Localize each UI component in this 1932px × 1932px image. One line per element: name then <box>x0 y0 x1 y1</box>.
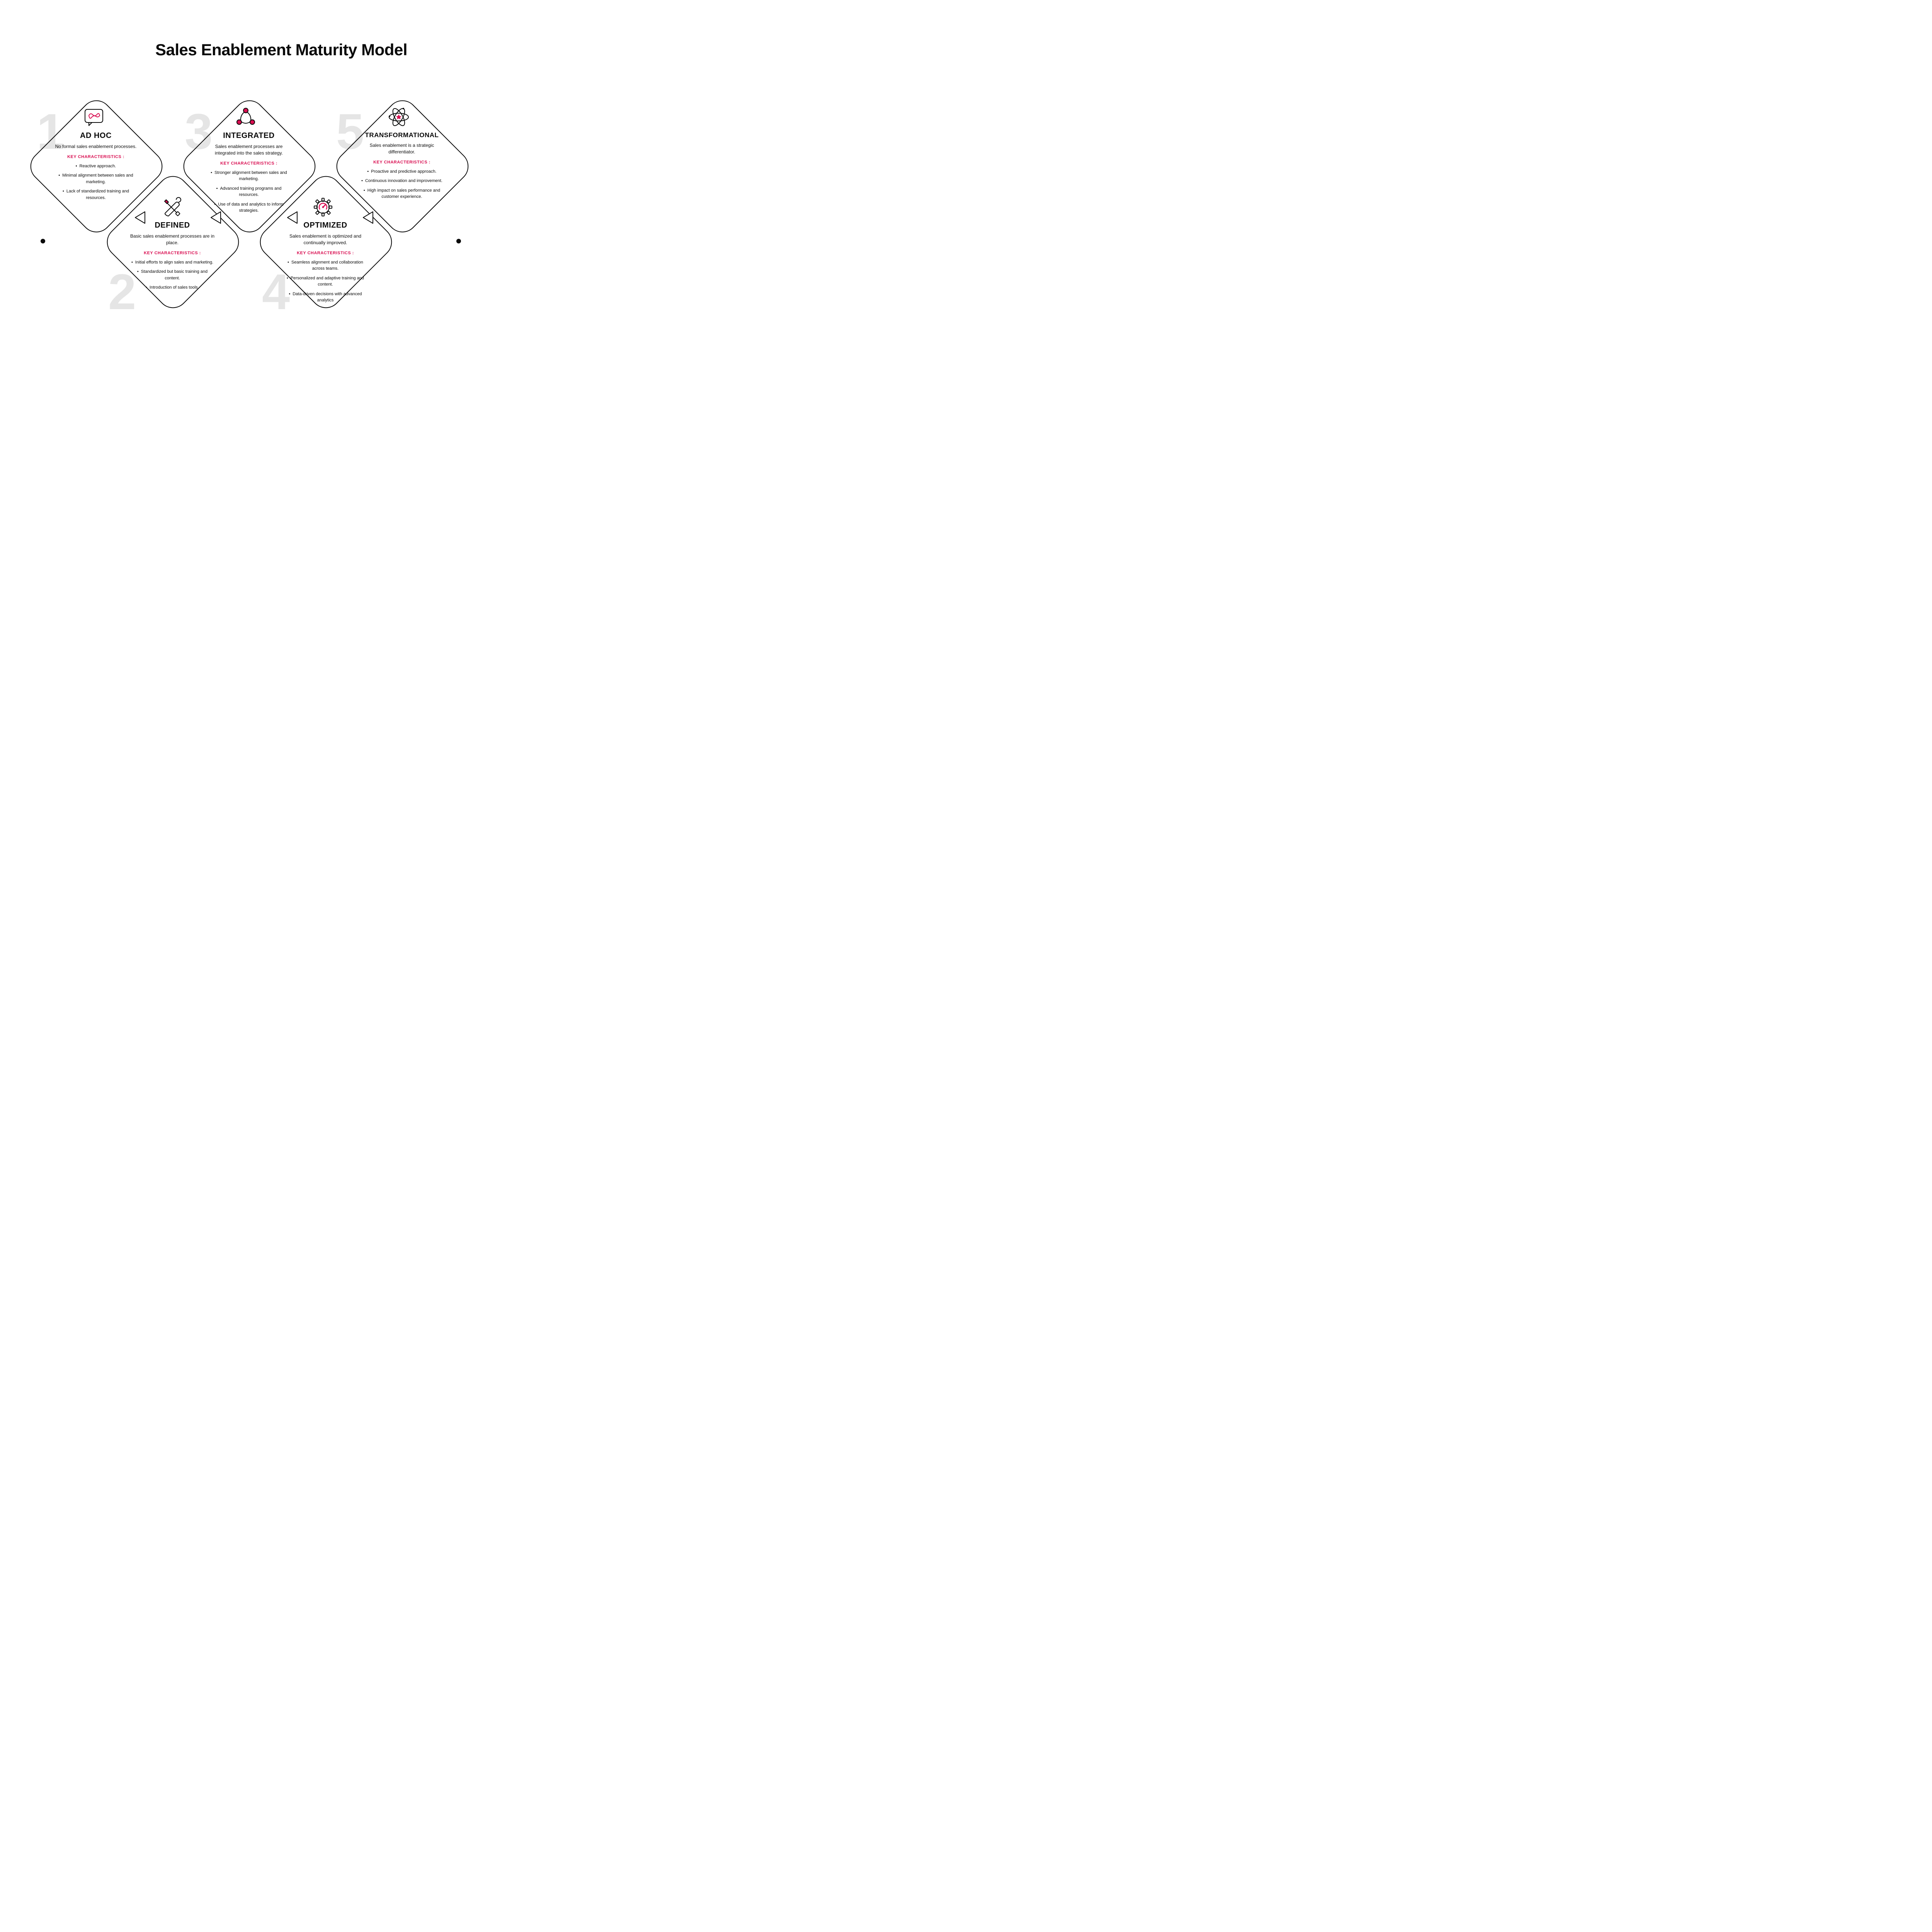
stage-content-2: DEFINED Basic sales enablement processes… <box>122 221 223 294</box>
stage-title: OPTIMIZED <box>275 221 376 230</box>
stage-title: INTEGRATED <box>199 131 299 140</box>
bullet: Standardized but basic training and cont… <box>130 269 215 281</box>
stage-desc: No formal sales enablement processes. <box>46 143 146 150</box>
stage-content-1: AD HOC No formal sales enablement proces… <box>46 131 146 204</box>
bullet: Continuous innovation and improvement. <box>359 178 444 184</box>
bullet: Stronger alignment between sales and mar… <box>206 170 291 182</box>
bullet-list: Proactive and predictive approach. Conti… <box>352 168 452 200</box>
bullet: Lack of standardized training and resour… <box>53 188 138 201</box>
atom-icon <box>388 106 410 128</box>
bullet-list: Stronger alignment between sales and mar… <box>199 170 299 214</box>
bullet: Advanced training programs and resources… <box>206 185 291 198</box>
gear-gauge-icon <box>312 196 334 218</box>
key-label: KEY CHARACTERISTICS : <box>352 160 452 165</box>
share-nodes-icon <box>235 106 257 128</box>
bullet: Personalized and adaptive training and c… <box>283 275 368 288</box>
key-label: KEY CHARACTERISTICS : <box>199 161 299 166</box>
stage-desc: Sales enablement processes are integrate… <box>199 143 299 156</box>
stage-title: AD HOC <box>46 131 146 140</box>
page-title: Sales Enablement Maturity Model <box>0 41 563 59</box>
bullet: Minimal alignment between sales and mark… <box>53 172 138 185</box>
stage-content-4: OPTIMIZED Sales enablement is optimized … <box>275 221 376 307</box>
stage-content-3: INTEGRATED Sales enablement processes ar… <box>199 131 299 217</box>
bullet: High impact on sales performance and cus… <box>359 187 444 200</box>
scribble-speech-icon <box>83 106 105 128</box>
stage-desc: Basic sales enablement processes are in … <box>122 233 223 246</box>
bullet: Data-driven decisions with advanced anal… <box>283 291 368 304</box>
bullet: Initial efforts to align sales and marke… <box>130 259 215 266</box>
bullet-list: Initial efforts to align sales and marke… <box>122 259 223 291</box>
bullet: Use of data and analytics to inform stra… <box>206 201 291 214</box>
stage-content-5: TRANSFORMATIONAL Sales enablement is a s… <box>352 131 452 203</box>
bullet: Introduction of sales tools. <box>130 284 215 291</box>
stage-title: TRANSFORMATIONAL <box>352 131 452 139</box>
stage-title: DEFINED <box>122 221 223 230</box>
stage-desc: Sales enablement is optimized and contin… <box>275 233 376 246</box>
bullet: Reactive approach. <box>53 163 138 170</box>
key-label: KEY CHARACTERISTICS : <box>122 251 223 255</box>
bullet: Seamless alignment and collaboration acr… <box>283 259 368 272</box>
key-label: KEY CHARACTERISTICS : <box>46 155 146 159</box>
end-dot <box>456 239 461 243</box>
key-label: KEY CHARACTERISTICS : <box>275 251 376 255</box>
wrench-screwdriver-icon <box>160 196 182 218</box>
bullet-list: Reactive approach. Minimal alignment bet… <box>46 163 146 201</box>
bullet-list: Seamless alignment and collaboration acr… <box>275 259 376 304</box>
stage-desc: Sales enablement is a strategic differen… <box>352 142 452 155</box>
start-dot <box>41 239 45 243</box>
bullet: Proactive and predictive approach. <box>359 168 444 175</box>
